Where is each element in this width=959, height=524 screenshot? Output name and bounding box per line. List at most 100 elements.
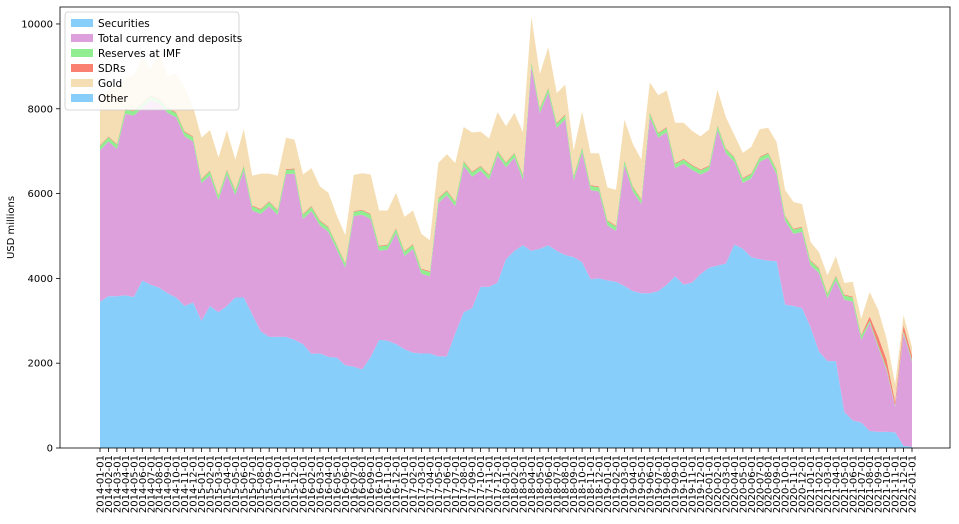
x-tick-label: 2014-09-01 (163, 455, 174, 513)
x-tick-label: 2019-06-01 (645, 455, 656, 513)
x-tick-label: 2017-06-01 (442, 455, 453, 513)
x-tick-label: 2022-01-01 (908, 455, 919, 513)
x-tick-label: 2017-10-01 (476, 455, 487, 513)
x-tick-label: 2014-03-01 (112, 455, 123, 513)
y-tick-label: 0 (47, 444, 53, 455)
x-tick-label: 2017-05-01 (434, 455, 445, 513)
x-tick-label: 2014-11-01 (180, 455, 191, 513)
x-tick-label: 2014-12-01 (189, 455, 200, 513)
area-series-total-currency-and-deposits (100, 66, 912, 447)
x-tick-label: 2018-04-01 (527, 455, 538, 513)
x-tick-label: 2018-08-01 (561, 455, 572, 513)
x-tick-label: 2018-01-01 (502, 455, 513, 513)
x-tick-label: 2019-10-01 (679, 455, 690, 513)
x-tick-label: 2021-01-01 (806, 455, 817, 513)
legend-label: Reserves at IMF (98, 48, 181, 60)
legend-swatch (71, 94, 93, 102)
x-tick-label: 2016-11-01 (383, 455, 394, 513)
y-axis-label: USD millions (6, 196, 17, 259)
x-tick-label: 2016-07-01 (349, 455, 360, 513)
legend-swatch (71, 34, 93, 42)
y-tick-label: 4000 (28, 274, 53, 285)
x-tick-label: 2020-12-01 (798, 455, 809, 513)
x-tick-label: 2019-02-01 (611, 455, 622, 513)
x-tick-label: 2018-09-01 (569, 455, 580, 513)
x-tick-label: 2020-03-01 (721, 455, 732, 513)
x-axis-ticks: 2014-01-012014-02-012014-03-012014-04-01… (96, 448, 919, 513)
x-tick-label: 2021-05-01 (840, 455, 851, 513)
legend-swatch (71, 79, 93, 87)
x-tick-label: 2020-08-01 (764, 455, 775, 513)
y-tick-label: 6000 (28, 189, 53, 200)
x-tick-label: 2017-03-01 (417, 455, 428, 513)
legend-label: Total currency and deposits (97, 33, 242, 45)
x-tick-label: 2020-05-01 (738, 455, 749, 513)
legend-swatch (71, 64, 93, 72)
x-tick-label: 2020-07-01 (755, 455, 766, 513)
x-tick-label: 2018-03-01 (518, 455, 529, 513)
x-tick-label: 2015-07-01 (248, 455, 259, 513)
x-tick-label: 2016-02-01 (307, 455, 318, 513)
x-tick-label: 2015-08-01 (256, 455, 267, 513)
x-tick-label: 2021-11-01 (891, 455, 902, 513)
legend-label: Securities (98, 18, 150, 30)
x-tick-label: 2021-08-01 (865, 455, 876, 513)
x-tick-label: 2014-07-01 (146, 455, 157, 513)
x-tick-label: 2014-08-01 (155, 455, 166, 513)
legend: Securities Total currency and deposits Res… (64, 11, 242, 111)
x-tick-label: 2016-10-01 (375, 455, 386, 513)
x-tick-label: 2018-10-01 (578, 455, 589, 513)
x-tick-label: 2016-01-01 (299, 455, 310, 513)
x-tick-label: 2020-09-01 (772, 455, 783, 513)
x-tick-label: 2019-03-01 (620, 455, 631, 513)
x-tick-label: 2014-10-01 (172, 455, 183, 513)
x-tick-label: 2015-05-01 (231, 455, 242, 513)
x-tick-label: 2017-01-01 (400, 455, 411, 513)
x-tick-label: 2021-07-01 (857, 455, 868, 513)
plot-frame (59, 6, 951, 449)
x-tick-label: 2017-04-01 (425, 455, 436, 513)
x-tick-label: 2019-12-01 (696, 455, 707, 513)
x-tick-label: 2014-05-01 (129, 455, 140, 513)
x-tick-label: 2015-11-01 (282, 455, 293, 513)
x-tick-label: 2018-06-01 (544, 455, 555, 513)
y-tick-label: 2000 (28, 359, 53, 370)
x-tick-label: 2016-04-01 (324, 455, 335, 513)
x-tick-label: 2014-04-01 (121, 455, 132, 513)
x-tick-label: 2017-12-01 (493, 455, 504, 513)
x-tick-label: 2019-04-01 (628, 455, 639, 513)
x-tick-label: 2015-10-01 (273, 455, 284, 513)
x-tick-label: 2021-12-01 (899, 455, 910, 513)
x-tick-label: 2018-02-01 (510, 455, 521, 513)
y-tick-label: 8000 (28, 104, 53, 115)
x-tick-label: 2020-10-01 (781, 455, 792, 513)
x-tick-label: 2014-01-01 (96, 455, 107, 513)
axes: 0 2000 4000 6000 8000 10000 2014-01-012014-02… (6, 6, 951, 513)
legend-label: Gold (98, 78, 122, 90)
x-tick-label: 2020-11-01 (789, 455, 800, 513)
x-tick-label: 2019-09-01 (671, 455, 682, 513)
x-tick-label: 2021-04-01 (831, 455, 842, 513)
x-tick-label: 2018-07-01 (552, 455, 563, 513)
x-tick-label: 2016-09-01 (366, 455, 377, 513)
x-tick-label: 2016-06-01 (341, 455, 352, 513)
x-tick-label: 2021-06-01 (848, 455, 859, 513)
x-tick-label: 2016-12-01 (392, 455, 403, 513)
x-tick-label: 2021-02-01 (814, 455, 825, 513)
x-tick-label: 2020-01-01 (705, 455, 716, 513)
x-tick-label: 2019-08-01 (662, 455, 673, 513)
x-tick-label: 2015-04-01 (222, 455, 233, 513)
x-tick-label: 2016-03-01 (315, 455, 326, 513)
legend-items: Securities Total currency and deposits Res… (71, 18, 242, 105)
x-tick-label: 2019-07-01 (654, 455, 665, 513)
x-tick-label: 2017-08-01 (459, 455, 470, 513)
x-tick-label: 2017-07-01 (451, 455, 462, 513)
x-tick-label: 2015-12-01 (290, 455, 301, 513)
x-tick-label: 2015-02-01 (205, 455, 216, 513)
x-tick-label: 2019-01-01 (603, 455, 614, 513)
x-tick-label: 2019-11-01 (688, 455, 699, 513)
x-tick-label: 2018-11-01 (586, 455, 597, 513)
x-tick-label: 2020-06-01 (747, 455, 758, 513)
